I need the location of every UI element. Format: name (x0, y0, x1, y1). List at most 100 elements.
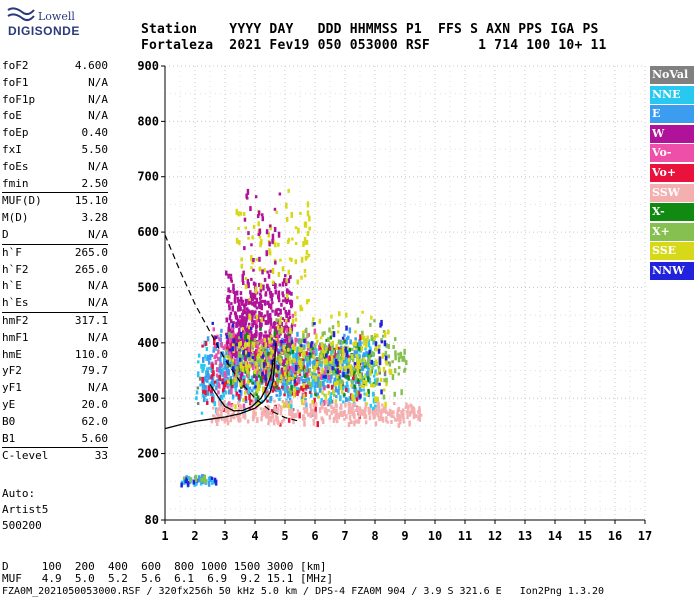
echo-point (368, 349, 371, 354)
echo-point (251, 349, 254, 353)
echo-point (402, 415, 405, 421)
echo-point (359, 358, 362, 363)
echo-point (316, 367, 320, 370)
echo-point (275, 318, 278, 323)
echo-point (355, 406, 359, 412)
echo-point (267, 417, 271, 423)
echo-point (343, 339, 346, 344)
echo-point (287, 381, 291, 385)
echo-point (318, 373, 321, 377)
echo-point (268, 303, 271, 309)
echo-point (254, 195, 258, 199)
echo-point (211, 383, 215, 389)
echo-point (252, 321, 256, 325)
param-row: hmE 110.0 (2, 347, 108, 364)
echo-point (373, 414, 376, 420)
echo-point (206, 390, 210, 396)
param-name: C-level (2, 449, 49, 463)
echo-point (215, 373, 219, 378)
echo-point (235, 290, 239, 296)
echo-point (290, 359, 294, 364)
echo-point (234, 363, 238, 368)
echo-point (275, 385, 278, 389)
echo-point (287, 371, 291, 377)
echo-point (276, 380, 280, 385)
echo-point (309, 373, 312, 376)
echo-point (211, 375, 215, 382)
echo-point (228, 364, 232, 368)
echo-point (259, 283, 263, 290)
echo-point (297, 387, 301, 393)
echo-point (300, 375, 304, 379)
muf-dashed-curve (164, 234, 301, 422)
echo-point (295, 382, 299, 386)
echo-point (328, 370, 332, 375)
echo-point (227, 369, 230, 372)
echo-point (268, 342, 271, 348)
echo-point (215, 353, 218, 359)
echo-point (401, 412, 405, 418)
echo-point (268, 384, 272, 389)
echo-point (260, 338, 263, 345)
echo-point (297, 377, 300, 384)
param-value: 79.7 (81, 364, 109, 378)
echo-point (358, 339, 361, 346)
echo-point (285, 399, 288, 406)
echo-point (251, 309, 254, 314)
echo-point (368, 377, 371, 381)
echo-point (300, 396, 304, 401)
echo-point (319, 373, 323, 380)
echo-point (270, 359, 274, 364)
echo-point (267, 239, 271, 243)
echo-point (280, 302, 283, 307)
echo-point (418, 417, 422, 422)
echo-point (288, 413, 291, 416)
echo-point (204, 390, 207, 396)
echo-point (372, 361, 376, 367)
echo-point (216, 412, 220, 417)
echo-point (376, 333, 379, 338)
echo-point (204, 385, 207, 389)
echo-point (207, 373, 210, 380)
echo-point (394, 337, 397, 342)
echo-point (358, 406, 362, 413)
echo-point (274, 414, 278, 421)
echo-point (279, 410, 283, 416)
echo-point (302, 347, 306, 351)
echo-point (300, 363, 303, 370)
echo-point (218, 357, 222, 362)
echo-point (260, 366, 263, 372)
echo-point (250, 375, 254, 380)
echo-point (218, 400, 221, 406)
echo-point (253, 361, 256, 365)
echo-point (209, 354, 212, 361)
echo-point (239, 340, 242, 346)
echo-point (262, 354, 265, 358)
param-value: 317.1 (74, 313, 108, 327)
echo-point (312, 365, 315, 369)
echo-point (303, 350, 306, 356)
echo-point (260, 312, 263, 316)
echo-point (248, 298, 251, 302)
echo-point (272, 419, 276, 426)
echo-point (237, 346, 240, 350)
echo-point (397, 406, 401, 412)
echo-point (385, 382, 388, 387)
echo-point (279, 374, 283, 378)
echo-point (347, 409, 351, 415)
echo-point (311, 321, 315, 327)
echo-point (214, 359, 218, 365)
echo-point (308, 359, 312, 365)
echo-point (365, 392, 368, 397)
echo-point (251, 322, 254, 327)
echo-point (216, 380, 219, 383)
echo-point (349, 368, 352, 372)
echo-point (243, 316, 246, 322)
echo-point (270, 343, 274, 350)
echo-point (290, 376, 293, 380)
echo-point (251, 260, 254, 265)
echo-point (246, 364, 250, 368)
legend-item-nne: NNE (650, 85, 694, 104)
echo-point (345, 358, 348, 365)
echo-point (397, 422, 400, 428)
